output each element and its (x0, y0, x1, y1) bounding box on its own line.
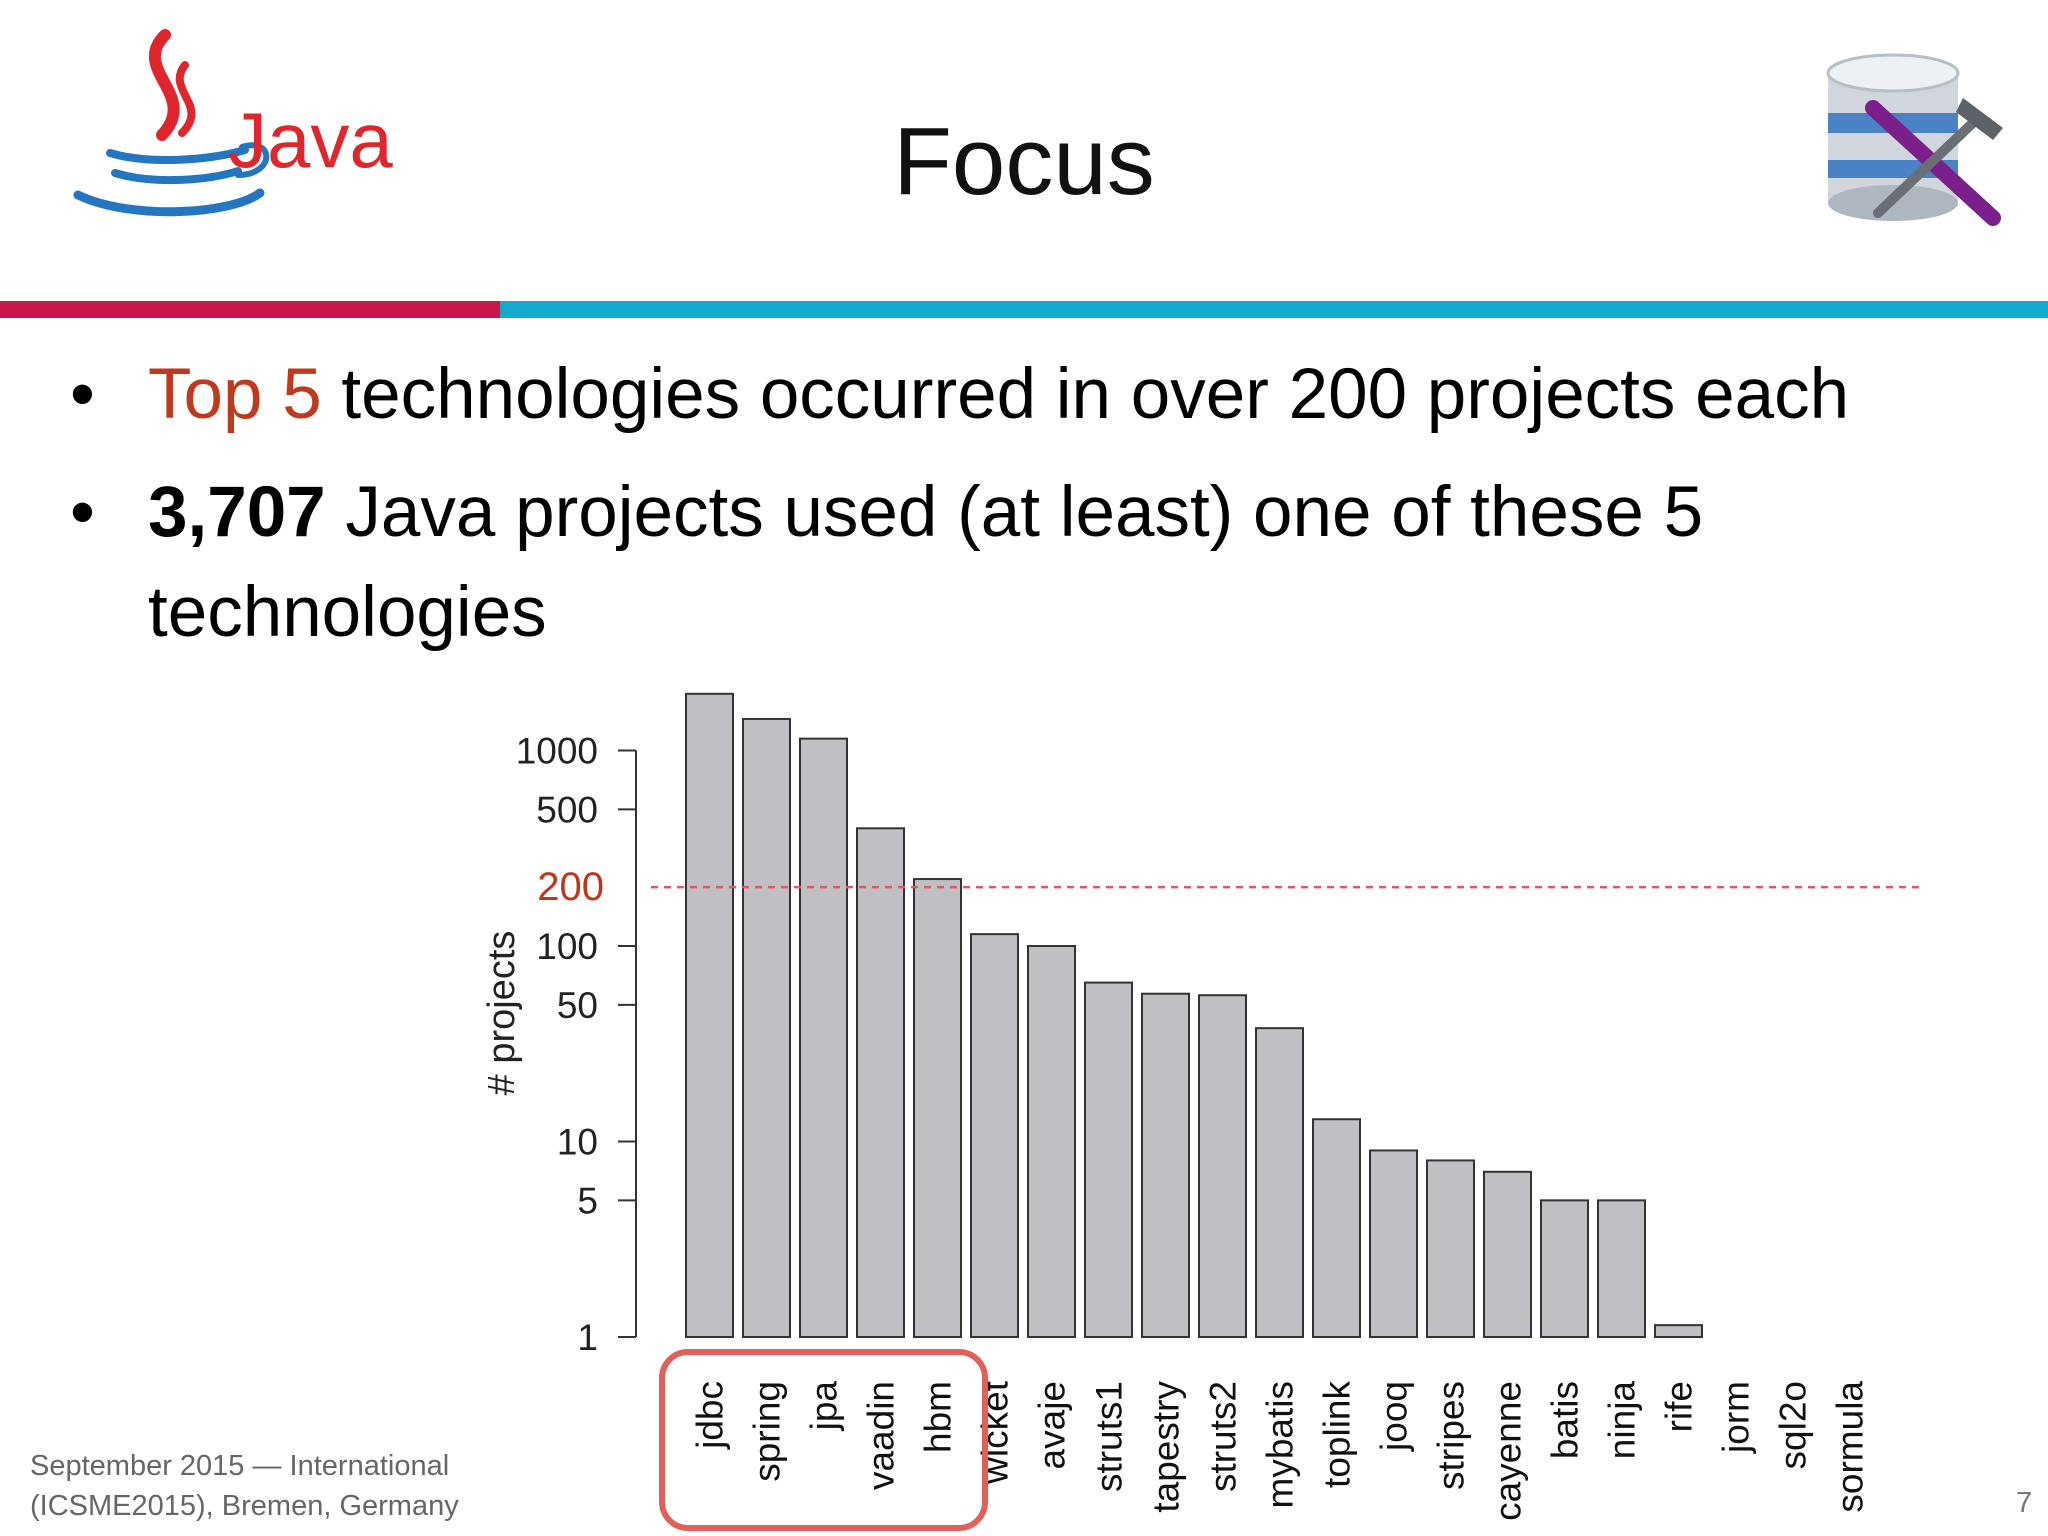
bar (1141, 992, 1190, 1338)
highlight-box (659, 1349, 988, 1531)
bar (1654, 1324, 1703, 1338)
category-label: stripes (1431, 1381, 1472, 1490)
bullet-item: • Top 5 technologies occurred in over 20… (70, 345, 1970, 445)
y-axis-label: # projects (481, 931, 523, 1096)
bar (970, 933, 1019, 1338)
bar (742, 717, 791, 1338)
category-label: cayenne (1488, 1381, 1529, 1521)
y-tick-label: 10 (557, 1122, 598, 1163)
divider-accent-red (0, 301, 500, 318)
java-steam-icon (148, 29, 196, 141)
database-tools-icon (1826, 53, 2003, 226)
y-tick-label: 50 (557, 985, 598, 1026)
bar (1198, 994, 1247, 1338)
category-label: jdbc (690, 1381, 731, 1450)
bullet-text: Java projects used (at least) one of the… (148, 473, 1704, 652)
footer-text: September 2015 — International (ICSME201… (30, 1446, 459, 1526)
category-label: hbm (918, 1381, 959, 1453)
bullet-list: • Top 5 technologies occurred in over 20… (70, 345, 1970, 663)
bullet-dot: • (70, 355, 95, 434)
y-tick-label: 1 (577, 1317, 598, 1358)
category-label: jorm (1716, 1381, 1757, 1454)
java-logo-text: Java (228, 96, 393, 184)
divider-accent-teal (500, 301, 2048, 318)
bullet-dot: • (70, 473, 95, 552)
bullet-bold-number: 3,707 (148, 473, 326, 552)
bar (685, 692, 734, 1338)
y-tick-label: 500 (536, 789, 598, 830)
category-label: sql2o (1773, 1381, 1814, 1469)
category-label: jpa (804, 1381, 845, 1432)
bar (1027, 945, 1076, 1338)
java-cup-icon (73, 142, 270, 217)
footer-line: (ICSME2015), Bremen, Germany (30, 1490, 459, 1522)
bar (1426, 1159, 1475, 1339)
category-label: struts2 (1203, 1381, 1244, 1492)
category-label: ninja (1602, 1381, 1643, 1460)
bullet-highlight-text: Top 5 (148, 355, 322, 434)
bullet-text: technologies occurred in over 200 projec… (321, 355, 1850, 434)
category-label: avaje (1032, 1381, 1073, 1469)
category-label: wicket (975, 1380, 1016, 1485)
y-tick-label: 100 (536, 926, 598, 967)
category-label: jooq (1374, 1381, 1415, 1452)
category-label: tapestry (1146, 1381, 1187, 1513)
bar (1369, 1149, 1418, 1338)
bar (1597, 1199, 1646, 1338)
bar (1084, 981, 1133, 1338)
bar (799, 737, 848, 1338)
page-number: 7 (2016, 1487, 2033, 1519)
bullet-item: • 3,707 Java projects used (at least) on… (70, 463, 1970, 663)
footer-line: September 2015 — International (30, 1450, 450, 1482)
category-label: mybatis (1260, 1381, 1301, 1508)
threshold-label: 200 (537, 865, 604, 909)
category-label: spring (747, 1381, 788, 1482)
category-label: sormula (1830, 1381, 1871, 1513)
y-tick-label: 5 (577, 1180, 598, 1221)
bar (1483, 1170, 1532, 1338)
bar (1312, 1118, 1361, 1339)
category-label: rife (1659, 1381, 1700, 1432)
category-label: vaadin (861, 1381, 902, 1490)
category-label: toplink (1317, 1381, 1358, 1488)
bar (913, 878, 962, 1338)
bar (1540, 1199, 1589, 1338)
wrench-hammer-icon (1865, 98, 2003, 226)
bar (856, 827, 905, 1338)
y-tick-label: 1000 (516, 731, 598, 772)
category-label: struts1 (1089, 1381, 1130, 1492)
java-logo: Java (73, 29, 393, 217)
category-label: batis (1545, 1381, 1586, 1459)
slide-title: Focus (893, 108, 1155, 215)
bar (1255, 1027, 1304, 1339)
